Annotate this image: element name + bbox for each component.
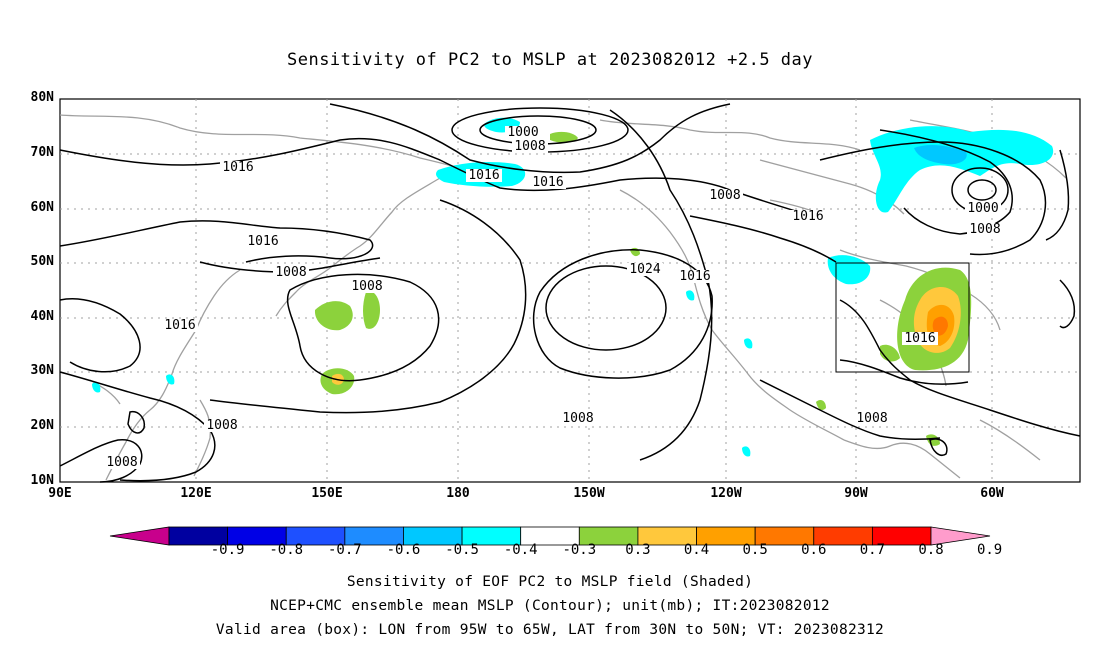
contour-label: 1008 bbox=[106, 455, 137, 470]
lon-label: 150W bbox=[573, 486, 605, 501]
contour-label-bg bbox=[245, 235, 281, 248]
contour-label: 1016 bbox=[792, 209, 823, 224]
valid-area-box bbox=[835, 262, 970, 373]
contour-label-bg bbox=[560, 412, 596, 425]
contour-label: 1008 bbox=[514, 139, 545, 154]
colorbar-tick-label: -0.6 bbox=[386, 542, 421, 558]
colorbar-tick-label: -0.8 bbox=[269, 542, 304, 558]
lat-label: 20N bbox=[30, 418, 54, 433]
map-title: Sensitivity of PC2 to MSLP at 2023082012… bbox=[286, 50, 813, 70]
contour-label-bg bbox=[677, 270, 713, 283]
contour-label: 1016 bbox=[468, 168, 499, 183]
contour-label-bg bbox=[104, 456, 140, 469]
contour-label-bg bbox=[965, 202, 1001, 215]
contour-label-bg bbox=[273, 266, 309, 279]
contour-label: 1016 bbox=[532, 175, 563, 190]
lon-label: 150E bbox=[311, 486, 343, 501]
contour-label: 1008 bbox=[856, 411, 887, 426]
colorbar-tick-label: -0.7 bbox=[327, 542, 362, 558]
contour-label: 1016 bbox=[679, 269, 710, 284]
contour-label-bg bbox=[902, 332, 938, 345]
contour-label: 1000 bbox=[967, 201, 998, 216]
lon-label: 90W bbox=[844, 486, 868, 501]
lon-label: 90E bbox=[48, 486, 72, 501]
lon-label: 120W bbox=[710, 486, 742, 501]
contour-label: 1008 bbox=[206, 418, 237, 433]
lat-label: 50N bbox=[30, 254, 54, 269]
contour-label-bg bbox=[967, 223, 1003, 236]
caption-line-3: Valid area (box): LON from 95W to 65W, L… bbox=[215, 622, 885, 638]
contour-label: 1016 bbox=[904, 331, 935, 346]
colorbar-tick-label: 0.9 bbox=[976, 542, 1003, 558]
caption-line-2: NCEP+CMC ensemble mean MSLP (Contour); u… bbox=[270, 598, 830, 614]
contour-label: 1008 bbox=[562, 411, 593, 426]
contour-label: 1000 bbox=[507, 125, 538, 140]
lat-label: 80N bbox=[30, 90, 54, 105]
colorbar-tick-label: -0.9 bbox=[210, 542, 245, 558]
contour-label-bg bbox=[790, 210, 826, 223]
lat-label: 40N bbox=[30, 309, 54, 324]
colorbar-arrow-right bbox=[930, 526, 991, 546]
mslp-contours bbox=[59, 103, 1081, 483]
contour-label-bg bbox=[512, 140, 548, 153]
contour-label-bg bbox=[707, 189, 743, 202]
contour-label-bg bbox=[854, 412, 890, 425]
lat-label: 10N bbox=[30, 473, 54, 488]
colorbar bbox=[109, 526, 991, 546]
colorbar-tick-label: 0.3 bbox=[625, 542, 651, 558]
contour-label: 1024 bbox=[629, 262, 660, 277]
colorbar-tick-label: 0.4 bbox=[683, 542, 710, 558]
contour-label-bg bbox=[530, 176, 566, 189]
contour-label: 1008 bbox=[709, 188, 740, 203]
contour-992-low-hudson bbox=[967, 179, 997, 201]
contour-label-bg bbox=[505, 126, 541, 139]
contour-label-bg bbox=[162, 319, 198, 332]
colorbar-tick-label: -0.4 bbox=[503, 542, 538, 558]
contour-label-bg bbox=[466, 169, 502, 182]
colorbar-tick-label: 0.8 bbox=[918, 542, 944, 558]
contour-label: 1008 bbox=[351, 279, 382, 294]
lon-label: 120E bbox=[180, 486, 212, 501]
caption-line-1: Sensitivity of EOF PC2 to MSLP field (Sh… bbox=[346, 574, 754, 590]
colorbar-tick-label: 0.7 bbox=[859, 542, 886, 558]
lat-label: 70N bbox=[30, 145, 54, 160]
contour-label: 1016 bbox=[164, 318, 195, 333]
contour-label: 1008 bbox=[969, 222, 1000, 237]
contour-label-bg bbox=[349, 280, 385, 293]
contour-label: 1008 bbox=[275, 265, 306, 280]
lon-label: 180 bbox=[446, 486, 470, 501]
contour-label-bg bbox=[627, 263, 663, 276]
contour-label: 1016 bbox=[222, 160, 253, 175]
contour-label: 1016 bbox=[247, 234, 278, 249]
lon-label: 60W bbox=[980, 486, 1004, 501]
colorbar-tick-label: 0.6 bbox=[801, 542, 827, 558]
lat-label: 60N bbox=[30, 200, 54, 215]
colorbar-tick-label: -0.5 bbox=[445, 542, 479, 558]
contour-label-bg bbox=[220, 161, 256, 174]
contour-label-bg bbox=[204, 419, 240, 432]
colorbar-tick-label: 0.5 bbox=[742, 542, 768, 558]
colorbar-tick-label: -0.3 bbox=[562, 542, 597, 558]
colorbar-arrow-left bbox=[109, 526, 170, 546]
lat-label: 30N bbox=[30, 363, 54, 378]
contour-1024-high-pacific bbox=[545, 265, 667, 351]
